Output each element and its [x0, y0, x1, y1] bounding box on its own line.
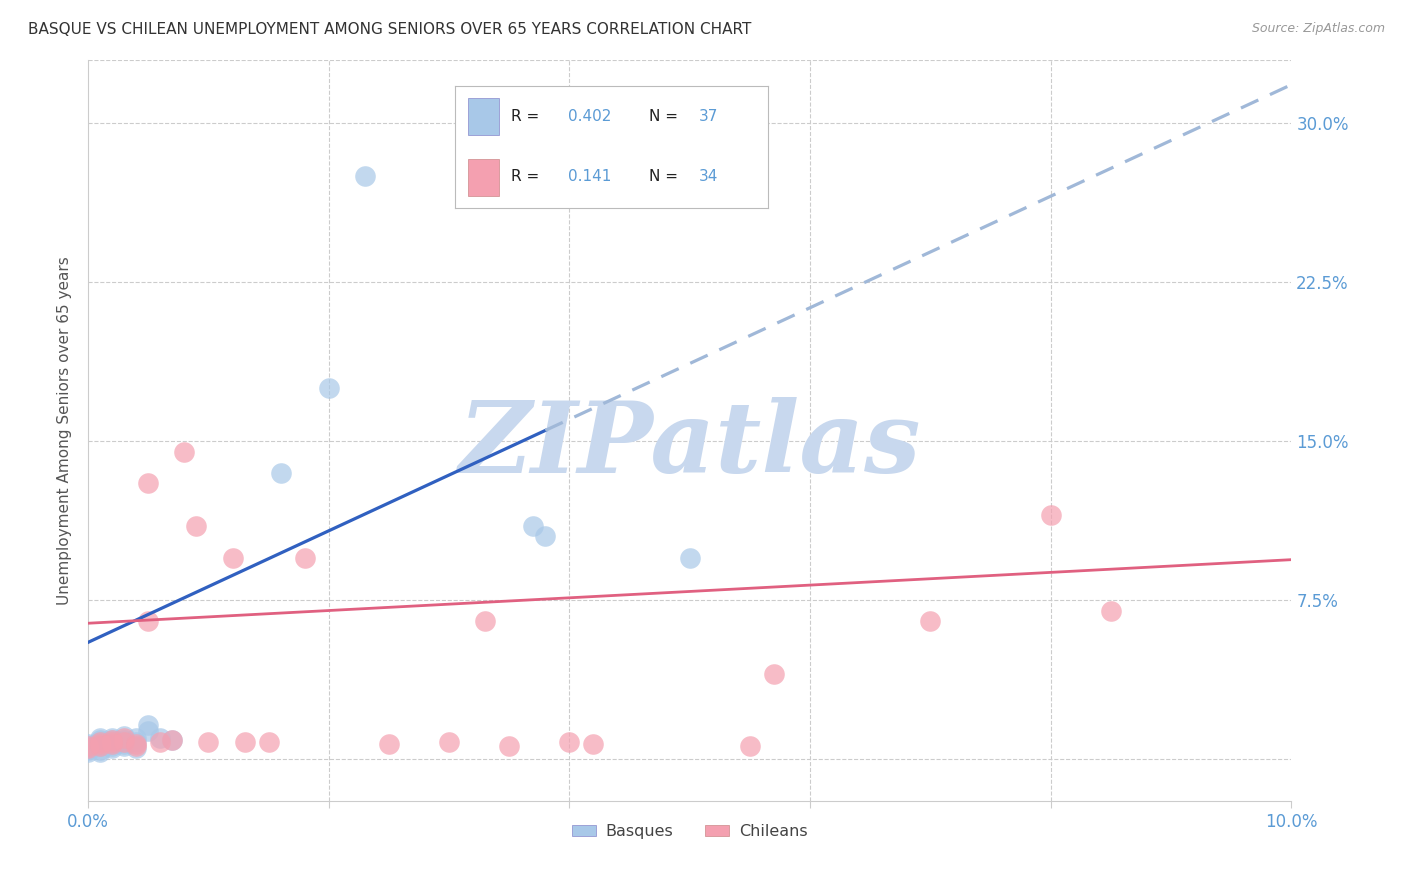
Point [318, 381, 340, 395]
Point [112, 731, 135, 745]
Text: ZIPatlas: ZIPatlas [458, 397, 921, 493]
Point [125, 741, 148, 756]
Text: BASQUE VS CHILEAN UNEMPLOYMENT AMONG SENIORS OVER 65 YEARS CORRELATION CHART: BASQUE VS CHILEAN UNEMPLOYMENT AMONG SEN… [28, 22, 751, 37]
Text: Source: ZipAtlas.com: Source: ZipAtlas.com [1251, 22, 1385, 36]
Point [101, 739, 124, 753]
Point [125, 731, 148, 745]
Point [136, 476, 159, 491]
Point [136, 614, 159, 628]
Point [186, 518, 208, 533]
Point [679, 550, 702, 565]
Point [89, 732, 111, 747]
Point [89, 737, 111, 751]
Point [522, 518, 544, 533]
Point [101, 731, 124, 745]
Point [101, 732, 124, 747]
Point [738, 739, 761, 753]
Point [162, 732, 184, 747]
Point [112, 735, 135, 749]
Point [89, 739, 111, 753]
Point [294, 550, 316, 565]
Point [173, 444, 195, 458]
Point [125, 739, 148, 753]
Point [101, 737, 124, 751]
Point [89, 735, 111, 749]
Point [136, 718, 159, 732]
Point [89, 731, 111, 745]
Point [89, 746, 111, 760]
Point [558, 735, 581, 749]
Point [101, 741, 124, 756]
Point [112, 737, 135, 751]
Point [112, 729, 135, 743]
Point [582, 737, 605, 751]
Point [77, 737, 100, 751]
Point [920, 614, 942, 628]
Point [270, 466, 292, 480]
Point [77, 746, 100, 760]
Point [89, 743, 111, 757]
Point [257, 735, 280, 749]
Point [354, 169, 377, 183]
Point [77, 741, 100, 756]
Point [89, 739, 111, 753]
Point [221, 550, 243, 565]
Point [233, 735, 256, 749]
Point [197, 735, 219, 749]
Point [101, 732, 124, 747]
Point [498, 739, 520, 753]
Y-axis label: Unemployment Among Seniors over 65 years: Unemployment Among Seniors over 65 years [58, 256, 72, 605]
Point [101, 735, 124, 749]
Point [437, 735, 460, 749]
Legend: Basques, Chileans: Basques, Chileans [565, 817, 814, 845]
Point [112, 735, 135, 749]
Point [1039, 508, 1062, 523]
Point [534, 529, 557, 543]
Point [162, 732, 184, 747]
Point [1099, 603, 1122, 617]
Point [77, 739, 100, 753]
Point [149, 735, 172, 749]
Point [77, 739, 100, 753]
Point [474, 614, 496, 628]
Point [77, 743, 100, 757]
Point [762, 667, 785, 681]
Point [77, 741, 100, 756]
Point [101, 737, 124, 751]
Point [89, 737, 111, 751]
Point [125, 735, 148, 749]
Point [136, 724, 159, 739]
Point [149, 731, 172, 745]
Point [378, 737, 401, 751]
Point [112, 739, 135, 753]
Point [112, 732, 135, 747]
Point [125, 737, 148, 751]
Point [101, 735, 124, 749]
Point [77, 741, 100, 756]
Point [89, 735, 111, 749]
